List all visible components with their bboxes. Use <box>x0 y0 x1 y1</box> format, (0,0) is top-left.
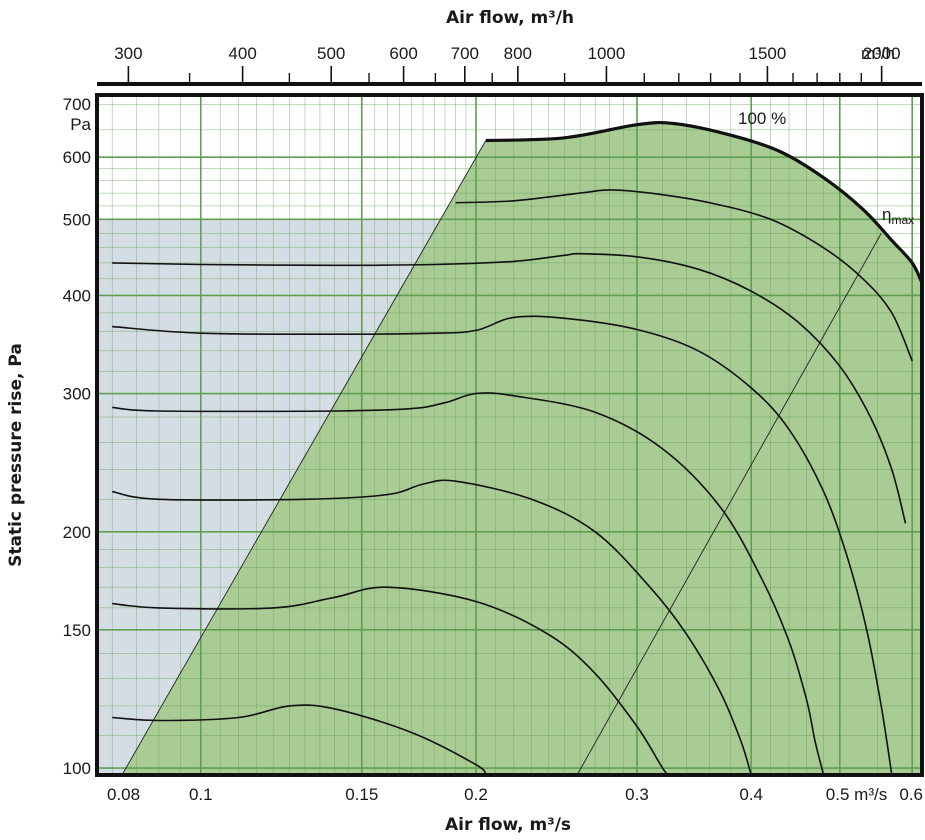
bottom-tick-label: 0.08 <box>107 785 140 804</box>
bottom-tick-label: 0.4 <box>739 785 763 804</box>
curve-2 <box>112 252 907 524</box>
top-axis-line <box>97 82 922 86</box>
bottom-tick-label: 0.5 m³/s <box>826 785 887 804</box>
curve-4 <box>112 392 825 775</box>
top-tick-label: 400 <box>228 44 256 63</box>
eta-symbol: η <box>882 205 891 224</box>
curve-5 <box>112 479 752 775</box>
left-tick-label: 100 <box>63 759 91 778</box>
left-axis-ticks: 100 150 200 300 400 500 600 700 <box>63 95 91 778</box>
eta-max-line <box>576 233 882 775</box>
top-tick-label: 1500 <box>748 44 786 63</box>
bottom-tick-label: 0.6 <box>899 785 923 804</box>
bottom-tick-label: 0.2 <box>464 785 488 804</box>
top-tick-label: 2000 <box>863 44 901 63</box>
eta-max-label: ηmax <box>882 205 914 227</box>
outer-curve-label: 100 % <box>738 109 786 128</box>
top-tick-label: 800 <box>504 44 532 63</box>
bottom-tick-label: 0.3 <box>625 785 649 804</box>
curve-6 <box>112 586 670 775</box>
left-tick-label: 700 <box>63 95 91 114</box>
plot-frame <box>95 93 924 777</box>
curve-7 <box>112 704 487 775</box>
bottom-tick-label: 0.15 <box>345 785 378 804</box>
y-axis-label: Static pressure rise, Pa <box>6 343 26 567</box>
operating-area-boundary-line <box>121 140 487 775</box>
chart-title-top-axis: Air flow, m³/h <box>446 8 574 28</box>
curve-3 <box>112 315 893 775</box>
top-tick-label: 700 <box>451 44 479 63</box>
grid-minor <box>97 95 922 775</box>
left-axis-unit: Pa <box>70 115 91 134</box>
left-tick-label: 150 <box>63 621 91 640</box>
top-tick-label: 600 <box>389 44 417 63</box>
left-tick-label: 200 <box>63 523 91 542</box>
left-tick-label: 300 <box>63 385 91 404</box>
left-tick-label: 500 <box>63 210 91 229</box>
grid-major <box>97 95 922 775</box>
curve-1 <box>455 189 913 362</box>
curve-100-percent <box>485 120 922 284</box>
left-tick-label: 400 <box>63 286 91 305</box>
left-tick-label: 600 <box>63 148 91 167</box>
plot-area <box>97 95 922 775</box>
bottom-axis-ticks: 0.08 0.1 0.15 0.2 0.3 0.4 0.5 m³/s 0.6 <box>107 785 923 804</box>
top-tick-label: 1000 <box>588 44 626 63</box>
x-axis-label: Air flow, m³/s <box>445 815 571 835</box>
top-tick-label: m³/h <box>861 44 895 63</box>
eta-subscript: max <box>891 213 914 227</box>
top-tick-label: 300 <box>114 44 142 63</box>
bottom-tick-label: 0.1 <box>189 785 213 804</box>
operating-area-fill <box>121 123 922 775</box>
top-tick-label: 500 <box>317 44 345 63</box>
